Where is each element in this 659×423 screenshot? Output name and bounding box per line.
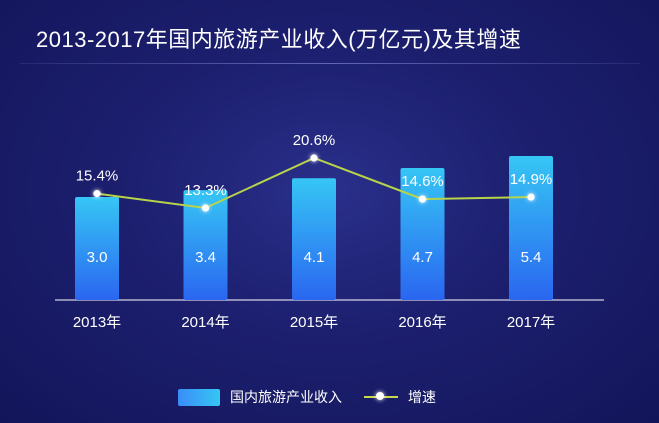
bar-value-label: 3.4 — [195, 249, 216, 266]
growth-value-label: 14.9% — [510, 171, 553, 188]
growth-point — [527, 193, 535, 201]
legend-growth-label: 增速 — [408, 389, 436, 405]
growth-point — [418, 195, 427, 203]
chart-legend: 国内旅游产业收入 增速 — [178, 386, 458, 408]
legend-bar-swatch — [178, 388, 220, 406]
growth-value-label: 15.4% — [76, 168, 119, 185]
growth-value-label: 20.6% — [293, 132, 336, 149]
growth-point — [93, 190, 101, 198]
growth-value-label: 13.3% — [184, 182, 227, 199]
legend-revenue-label: 国内旅游产业收入 — [230, 389, 342, 405]
bar-value-label: 4.7 — [412, 249, 433, 266]
bar-value-label: 3.0 — [87, 249, 108, 266]
growth-point — [310, 154, 318, 162]
legend-item-revenue: 国内旅游产业收入 — [178, 387, 342, 407]
bar-1 — [183, 190, 228, 300]
bar-0 — [75, 197, 119, 300]
x-tick-label: 2015年 — [290, 314, 338, 331]
bar-value-label: 5.4 — [521, 249, 542, 266]
x-tick-label: 2017年 — [507, 314, 555, 331]
chart-title: 2013-2017年国内旅游产业收入(万亿元)及其增速 — [36, 27, 522, 52]
x-tick-label: 2016年 — [398, 314, 446, 331]
growth-point — [201, 204, 210, 212]
title-divider — [20, 63, 640, 64]
legend-item-growth: 增速 — [364, 387, 436, 407]
x-tick-label: 2014年 — [181, 314, 229, 331]
x-tick-label: 2013年 — [73, 314, 121, 331]
bar-3 — [400, 167, 445, 300]
bar-4 — [509, 156, 553, 300]
bar-2 — [292, 178, 336, 300]
legend-line-swatch — [364, 390, 398, 404]
bar-value-label: 4.1 — [304, 249, 325, 266]
growth-value-label: 14.6% — [401, 173, 444, 190]
